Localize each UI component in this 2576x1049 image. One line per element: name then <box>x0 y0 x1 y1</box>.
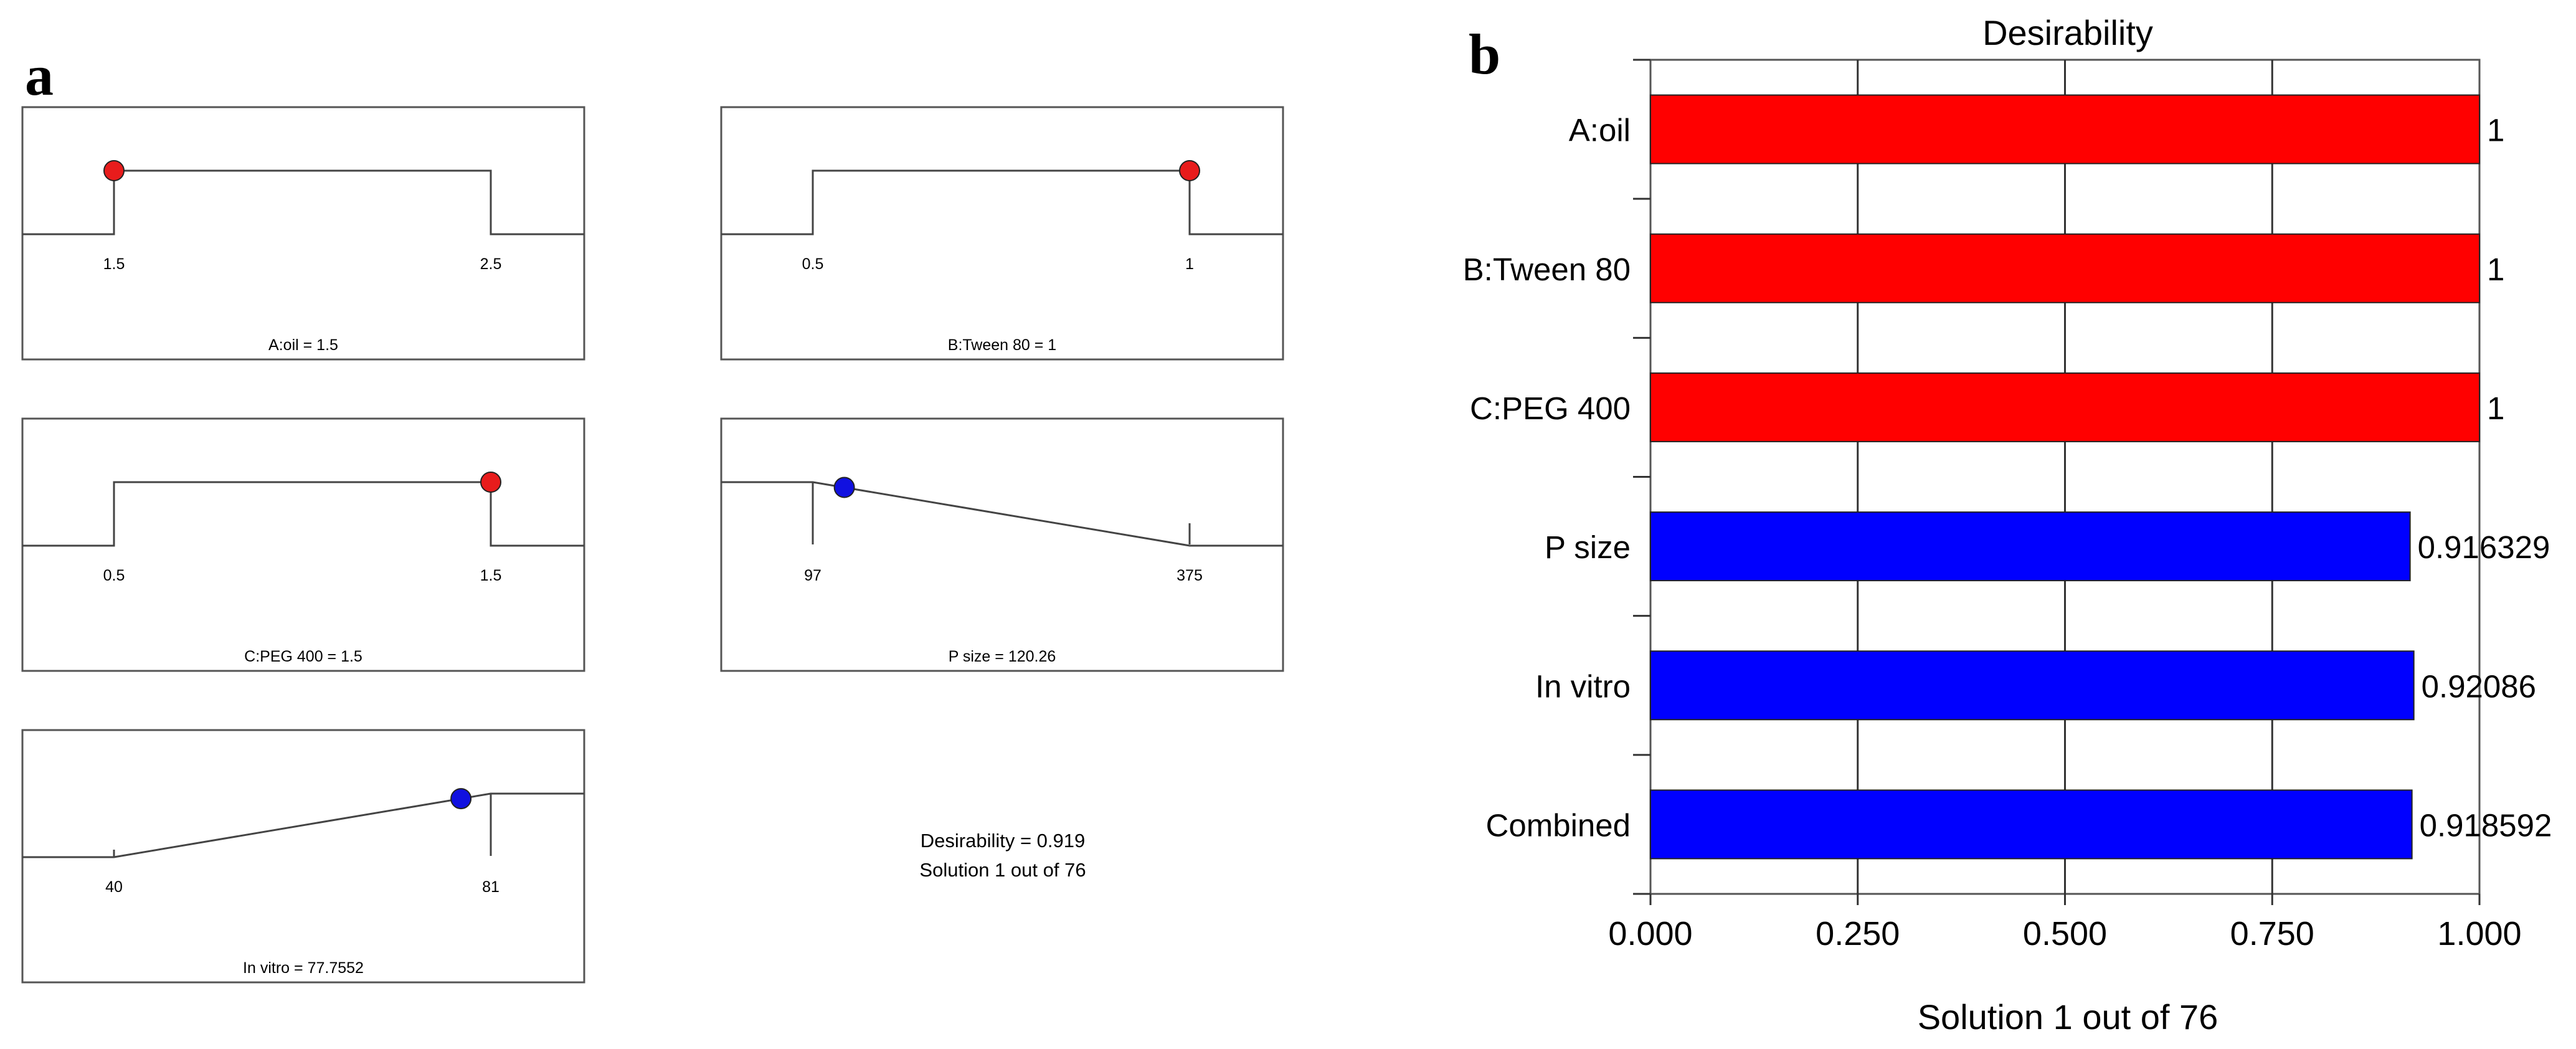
ramp-plots: 1.5 2.5 A:oil = 1.5 0.5 1 B:Tween 80 = 1 0.5 1.… <box>21 106 1284 984</box>
current-value-dot <box>103 160 125 181</box>
ramp-high-label: 1 <box>1185 255 1194 273</box>
ramp-low-label: 0.5 <box>103 567 125 584</box>
category-label: P size <box>1545 529 1631 565</box>
panel-b-desirability-bar-chart: b Desirability 0.000 0.250 0.500 0.750 1.000… <box>1463 13 2552 1037</box>
ramp-low-label: 40 <box>105 878 123 896</box>
bar-value-label: 1 <box>2487 252 2504 287</box>
ramp-plot-1: 1.5 2.5 A:oil = 1.5 <box>21 106 585 361</box>
ramp-low-label: 97 <box>804 567 822 584</box>
bar-value-label: 0.918592 <box>2420 807 2552 843</box>
x-tick-label: 0.750 <box>2230 915 2314 952</box>
current-value-dot <box>833 477 855 498</box>
desirability-ramp-line <box>721 169 1283 235</box>
ramp-factor-label: A:oil = 1.5 <box>268 336 338 354</box>
ramp-factor-label: C:PEG 400 = 1.5 <box>244 648 362 665</box>
category-label: B:Tween 80 <box>1463 252 1631 287</box>
x-tick-label: 0.250 <box>1816 915 1900 952</box>
category-label: C:PEG 400 <box>1470 391 1631 426</box>
ramp-plot-5: 40 81 In vitro = 77.7552 <box>21 729 585 984</box>
x-tick-label: 0.000 <box>1608 915 1692 952</box>
ramp-high-label: 2.5 <box>480 255 502 273</box>
desirability-ramp-line <box>22 792 584 858</box>
bar-value-label: 0.92086 <box>2422 668 2536 704</box>
bar-value-label: 1 <box>2487 113 2504 148</box>
ramp-high-label: 1.5 <box>480 567 502 584</box>
x-tick-label: 1.000 <box>2437 915 2521 952</box>
category-label: A:oil <box>1569 113 1631 148</box>
bar-value-label: 0.916329 <box>2418 529 2550 565</box>
bar-combined <box>1650 789 2413 860</box>
ramp-plot-2: 0.5 1 B:Tween 80 = 1 <box>720 106 1284 361</box>
ramp-plot-3: 0.5 1.5 C:PEG 400 = 1.5 <box>21 417 585 672</box>
ramp-high-label: 81 <box>482 878 500 896</box>
ramp-factor-label: B:Tween 80 = 1 <box>948 336 1056 354</box>
current-value-dot <box>480 472 501 493</box>
ramp-low-label: 0.5 <box>802 255 824 273</box>
panel-b-letter: b <box>1469 22 1500 86</box>
ramp-factor-label: In vitro = 77.7552 <box>243 959 364 977</box>
desirability-ramp-line <box>721 481 1283 547</box>
desirability-summary: Desirability = 0.919 <box>921 830 1086 852</box>
x-axis-label: Solution 1 out of 76 <box>1918 997 2218 1037</box>
current-value-dot <box>1179 160 1200 181</box>
ramp-low-label: 1.5 <box>103 255 125 273</box>
desirability-ramp-line <box>22 169 584 235</box>
panel-a-desirability-ramps: a 1.5 2.5A:oil = 1.50.5 1B:Tween 80 = 10.5… <box>21 44 1284 984</box>
category-label: Combined <box>1486 807 1631 843</box>
desirability-ramp-line <box>22 481 584 547</box>
ramp-factor-label: P size = 120.26 <box>949 648 1056 665</box>
category-label: In vitro <box>1535 668 1631 704</box>
ramp-high-label: 375 <box>1177 567 1203 584</box>
bar-b-tween-80 <box>1650 233 2480 303</box>
bar-chart-plot: 0.000 0.250 0.500 0.750 1.000 A:oil 1 B:Tween 8… <box>1463 59 2552 952</box>
panel-a-letter: a <box>25 44 54 107</box>
bar-c-peg-400 <box>1650 372 2480 442</box>
ramp-plot-4: 97 375 P size = 120.26 <box>720 417 1284 672</box>
x-tick-label: 0.500 <box>2023 915 2107 952</box>
solution-summary: Solution 1 out of 76 <box>919 859 1086 881</box>
bar-in-vitro <box>1650 650 2415 721</box>
current-value-dot <box>450 788 472 810</box>
bar-a-oil <box>1650 94 2480 164</box>
bar-p-size <box>1650 511 2411 582</box>
chart-title: Desirability <box>1982 13 2153 52</box>
bar-value-label: 1 <box>2487 391 2504 426</box>
